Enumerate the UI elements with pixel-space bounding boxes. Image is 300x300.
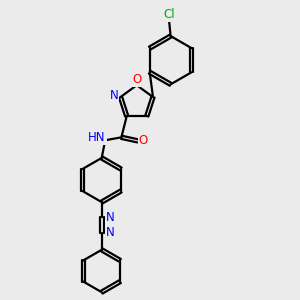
Text: N: N (106, 211, 114, 224)
Text: Cl: Cl (163, 8, 175, 21)
Text: HN: HN (88, 131, 106, 144)
Text: O: O (132, 74, 141, 86)
Text: N: N (106, 226, 114, 239)
Text: N: N (110, 89, 118, 102)
Text: O: O (139, 134, 148, 147)
